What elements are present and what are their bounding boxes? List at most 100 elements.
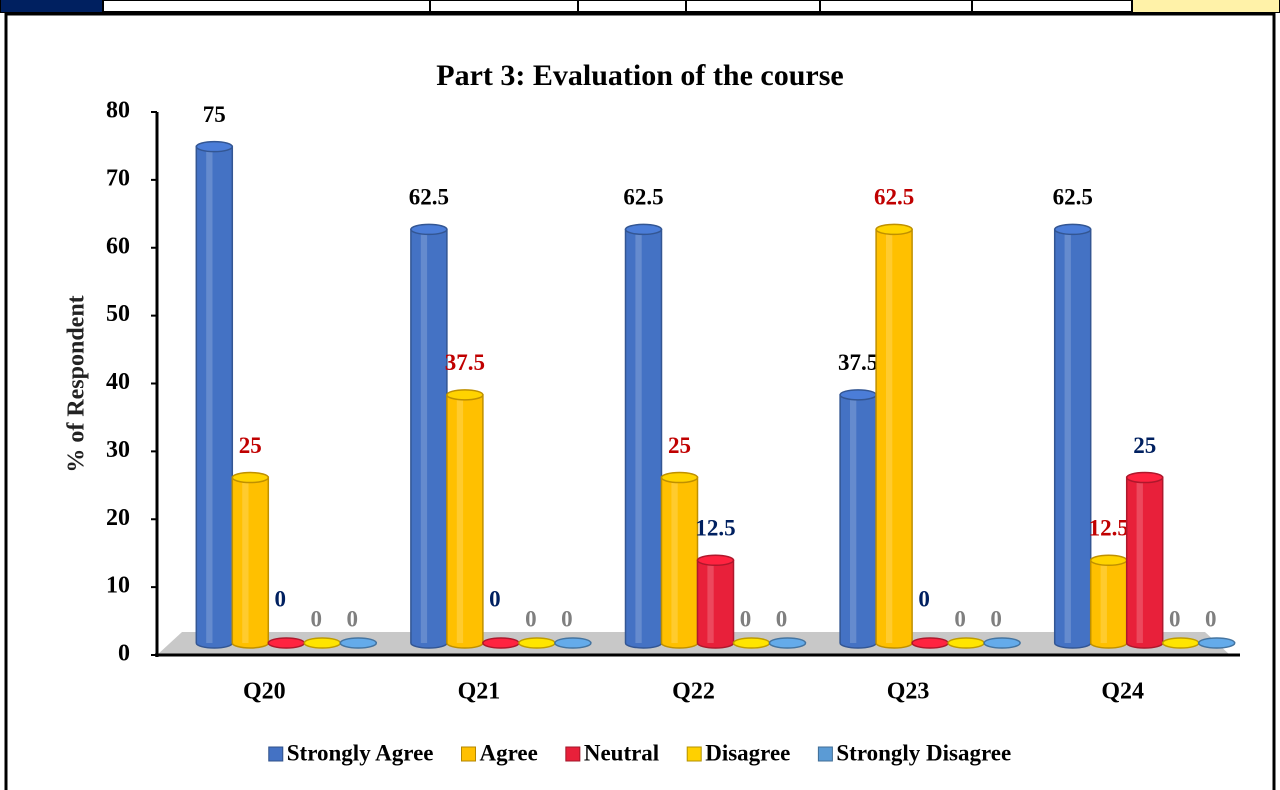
bar-part xyxy=(1089,559,1128,649)
bar xyxy=(1089,554,1128,649)
legend-swatch xyxy=(268,746,284,762)
bar xyxy=(482,637,520,649)
bar-part xyxy=(1197,637,1236,649)
x-tick-label: Q22 xyxy=(672,679,715,705)
y-tick-label: 20 xyxy=(106,505,130,531)
bar-part xyxy=(707,560,714,643)
y-tick-label: 80 xyxy=(106,98,130,124)
bar-part xyxy=(1089,554,1128,567)
bar xyxy=(1125,471,1164,649)
bar-part xyxy=(456,394,464,643)
bar-part xyxy=(875,223,913,236)
bar-part xyxy=(624,223,663,236)
bar-part xyxy=(410,228,448,649)
data-label: 0 xyxy=(525,606,537,631)
bar-part xyxy=(660,476,699,649)
data-label: 25 xyxy=(668,433,691,458)
data-label: 75 xyxy=(203,102,226,127)
data-label: 62.5 xyxy=(409,185,449,210)
bar-part xyxy=(1125,476,1164,649)
bar-part xyxy=(482,637,520,649)
y-tick-label: 70 xyxy=(106,165,130,191)
legend-label: Agree xyxy=(480,740,538,765)
data-label: 25 xyxy=(239,433,262,458)
data-label: 25 xyxy=(1133,433,1156,458)
data-label: 0 xyxy=(740,606,752,631)
bar-part xyxy=(671,477,678,643)
data-label: 0 xyxy=(275,586,287,611)
bar-part xyxy=(1125,471,1164,484)
bar xyxy=(1161,637,1200,649)
legend-label: Strongly Agree xyxy=(287,740,434,765)
bar-part xyxy=(242,477,249,643)
data-label: 0 xyxy=(776,606,788,631)
bar-part xyxy=(1053,223,1092,236)
bar xyxy=(1197,637,1236,649)
bar-part xyxy=(850,394,857,643)
bar-part xyxy=(624,228,663,649)
bar xyxy=(768,637,807,649)
bar-part xyxy=(660,471,699,484)
y-tick-label: 30 xyxy=(106,437,130,463)
data-label: 12.5 xyxy=(1089,516,1129,541)
bar xyxy=(410,223,448,649)
bar xyxy=(624,223,663,649)
y-tick-label: 60 xyxy=(106,233,130,259)
bar xyxy=(732,637,771,649)
bar-part xyxy=(195,145,234,649)
bar-part xyxy=(732,637,771,649)
header-strip xyxy=(0,0,1280,13)
bar-part xyxy=(886,229,893,643)
bar-part xyxy=(206,146,213,643)
bar xyxy=(267,637,306,649)
bar-part xyxy=(947,637,985,649)
legend-swatch xyxy=(817,746,833,762)
bar xyxy=(1053,223,1092,649)
bar-part xyxy=(1161,637,1200,649)
bar xyxy=(339,637,378,649)
y-axis-label: % of Respondent xyxy=(64,295,90,472)
bar xyxy=(518,637,556,649)
data-label: 62.5 xyxy=(874,185,914,210)
data-label: 62.5 xyxy=(1053,185,1093,210)
bar-part xyxy=(1064,229,1071,643)
bar-part xyxy=(303,637,342,649)
data-label: 0 xyxy=(347,606,359,631)
data-label: 0 xyxy=(1205,606,1217,631)
bar xyxy=(195,140,234,649)
bar-part xyxy=(339,637,378,649)
bar-part xyxy=(231,476,270,649)
y-tick-label: 50 xyxy=(106,301,130,327)
data-label: 0 xyxy=(311,606,323,631)
x-tick-label: Q21 xyxy=(458,679,501,705)
data-label: 37.5 xyxy=(838,350,878,375)
bar xyxy=(696,554,735,649)
bar xyxy=(660,471,699,649)
bar xyxy=(875,223,913,649)
data-label: 0 xyxy=(990,606,1002,631)
bar xyxy=(554,637,592,649)
legend-label: Disagree xyxy=(705,740,790,765)
bar-part xyxy=(518,637,556,649)
bar-part xyxy=(195,140,234,153)
bar-part xyxy=(839,389,877,401)
bar-part xyxy=(554,637,592,649)
bar-part xyxy=(696,559,735,649)
data-label: 12.5 xyxy=(695,516,735,541)
bar-part xyxy=(768,637,807,649)
bar-part xyxy=(231,471,270,484)
x-tick-label: Q20 xyxy=(243,679,286,705)
bar-part xyxy=(446,389,484,401)
bar-part xyxy=(839,394,877,649)
data-label: 0 xyxy=(1169,606,1181,631)
data-label: 62.5 xyxy=(623,185,663,210)
bar-part xyxy=(1053,228,1092,649)
bar-part xyxy=(446,394,484,649)
legend-swatch xyxy=(686,746,702,762)
data-label: 0 xyxy=(918,586,930,611)
bar xyxy=(839,389,877,649)
bar xyxy=(303,637,342,649)
bar-part xyxy=(911,637,949,649)
chart-title: Part 3: Evaluation of the course xyxy=(436,59,843,92)
